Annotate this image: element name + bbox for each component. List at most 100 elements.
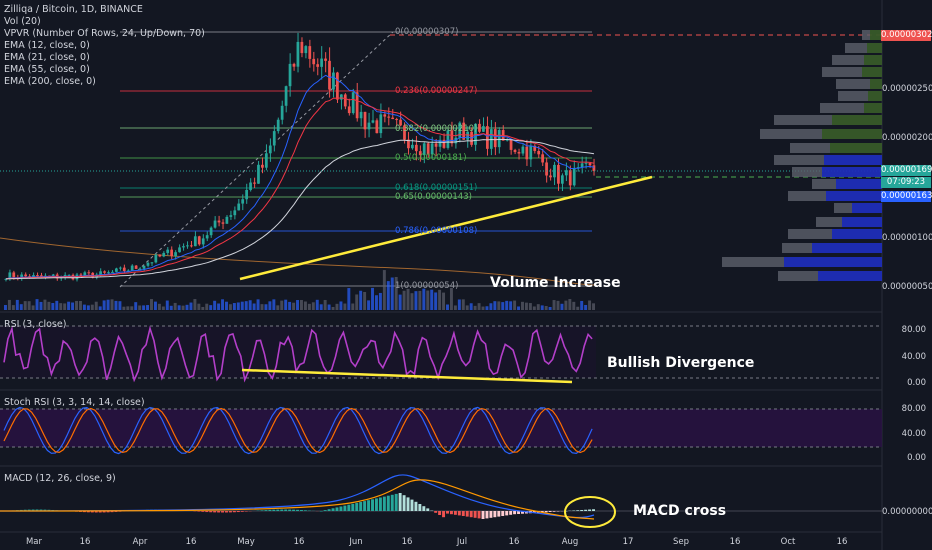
macd-histogram-bar	[292, 509, 296, 511]
macd-histogram-bar	[300, 510, 303, 511]
volume-bar	[347, 288, 351, 310]
volume-bar	[485, 306, 489, 310]
volume-bar	[43, 299, 47, 310]
volume-bar	[442, 292, 446, 310]
price-tag-last: 0.00000169	[881, 165, 932, 176]
volume-bar	[501, 302, 505, 310]
volume-bar	[493, 301, 497, 310]
macd-histogram-bar	[513, 511, 517, 515]
macd-histogram-bar	[406, 497, 410, 511]
x-tick: 16	[836, 537, 848, 547]
macd-histogram-bar	[556, 511, 560, 512]
volume-bar	[303, 301, 307, 310]
candle-body	[395, 119, 398, 121]
macd-histogram-bar	[422, 506, 426, 511]
stoch-pane-title: Stoch RSI (3, 3, 14, 14, close)	[4, 397, 145, 408]
volume-bar	[402, 290, 406, 310]
volume-bar	[201, 306, 205, 310]
volume-bar	[453, 305, 457, 310]
candle-body	[79, 274, 83, 276]
candle-body	[193, 236, 197, 247]
price-tag-low: 0.00000163	[881, 191, 932, 202]
candle-body	[142, 265, 146, 269]
volume-bar	[430, 289, 434, 310]
volume-bar	[150, 299, 153, 310]
macd-histogram-bar	[449, 511, 453, 515]
candle-body	[363, 111, 367, 130]
macd-histogram-bar	[43, 509, 47, 511]
volume-bar	[217, 303, 221, 310]
candle-body	[217, 220, 221, 223]
volume-bar	[465, 305, 469, 310]
volume-bar	[288, 301, 292, 310]
macd-cross-circle	[564, 496, 616, 528]
candle-body	[83, 272, 87, 276]
macd-histogram-bar	[114, 511, 118, 512]
macd-histogram-bar	[351, 503, 355, 511]
macd-histogram-bar	[264, 510, 268, 511]
vpvr-bar-down	[790, 143, 830, 153]
rsi-tick: 0.00	[907, 378, 926, 388]
volume-bar	[556, 300, 560, 310]
candle-body	[525, 146, 529, 160]
candle-body	[533, 145, 537, 151]
vpvr-bar-up	[836, 179, 882, 189]
macd-histogram-bar	[477, 511, 481, 519]
candle-body	[320, 58, 323, 67]
volume-bar	[225, 301, 228, 310]
macd-histogram-bar	[272, 509, 276, 511]
macd-histogram-bar	[260, 510, 264, 511]
candle-body	[257, 164, 260, 184]
volume-bar	[418, 290, 422, 310]
legend-item: Vol (20)	[4, 16, 41, 27]
candle-body	[154, 254, 158, 263]
candle-body	[462, 122, 466, 140]
candle-body	[4, 278, 8, 280]
legend-item: EMA (55, close, 0)	[4, 64, 90, 75]
macd-histogram-bar	[110, 511, 114, 513]
volume-bar	[31, 305, 35, 310]
vpvr-bar-up	[864, 55, 882, 65]
vpvr-bar-up	[830, 143, 882, 153]
candle-body	[324, 58, 327, 61]
volume-bar	[548, 306, 552, 310]
macd-histogram-bar	[335, 507, 339, 511]
macd-histogram-bar	[394, 493, 398, 511]
vpvr-bar-down	[822, 67, 862, 77]
macd-histogram-bar	[548, 511, 552, 512]
stoch-d-line	[3, 407, 593, 454]
macd-histogram-bar	[232, 511, 236, 513]
candle-body	[493, 129, 497, 148]
volume-bar	[67, 301, 71, 310]
candle-body	[450, 130, 454, 144]
volume-bar	[339, 301, 343, 310]
macd-histogram-bar	[398, 493, 402, 511]
x-tick: Aug	[561, 537, 579, 547]
macd-histogram-bar	[473, 511, 477, 518]
volume-bar	[446, 304, 449, 310]
fib-label-0382: 0.382(0.00000210)	[395, 124, 478, 134]
volume-bar	[335, 303, 339, 310]
candle-body	[245, 189, 248, 200]
vpvr-bar-down	[778, 271, 818, 281]
candle-body	[557, 164, 560, 184]
volume-bar	[4, 305, 7, 310]
macd-histogram-bar	[94, 511, 98, 513]
x-tick: 16	[79, 537, 91, 547]
volume-bar	[588, 300, 592, 310]
candle-body	[261, 164, 264, 168]
rsi-pane-title: RSI (3, close)	[4, 319, 67, 330]
ema12-line	[5, 74, 595, 280]
macd-histogram-bar	[296, 509, 299, 511]
volume-bar	[552, 300, 556, 310]
macd-histogram-bar	[521, 511, 524, 514]
candle-body	[399, 119, 402, 126]
candle-body	[521, 146, 525, 154]
candle-body	[359, 111, 363, 119]
volume-bar	[296, 300, 299, 310]
fib-trend-line	[119, 31, 394, 288]
macd-signal-line	[0, 479, 595, 520]
macd-histogram-bar	[236, 511, 240, 513]
candle-body	[233, 210, 237, 216]
macd-histogram-bar	[497, 511, 501, 517]
